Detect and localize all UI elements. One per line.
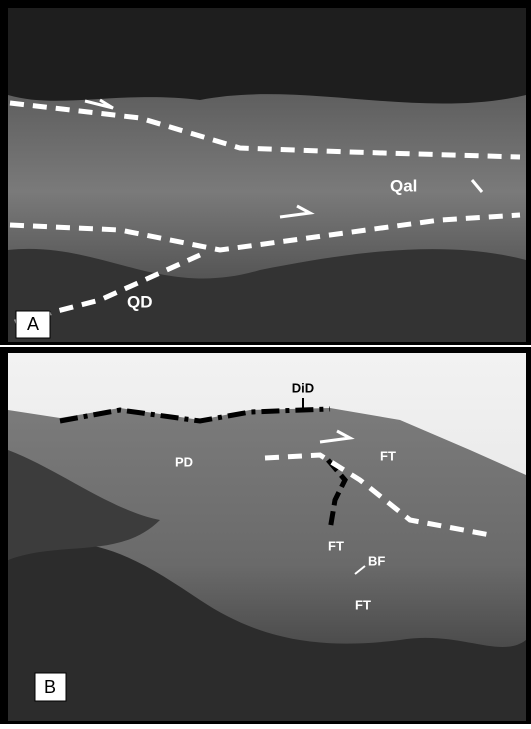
- unit-label: BF: [368, 553, 385, 568]
- unit-label: DiD: [292, 380, 314, 395]
- panel-label: B: [44, 677, 56, 697]
- figure: Qal QD A DiD PD FT FT BF FT B: [0, 0, 531, 724]
- unit-label: PD: [175, 454, 193, 469]
- unit-label: FT: [328, 538, 344, 553]
- panel-label: A: [27, 314, 39, 334]
- unit-label: FT: [380, 448, 396, 463]
- tree-line: [8, 8, 526, 104]
- unit-label: Qal: [390, 176, 417, 195]
- panel-b: DiD PD FT FT BF FT B: [0, 347, 531, 724]
- unit-label: FT: [355, 597, 371, 612]
- panel-a: Qal QD A: [0, 0, 531, 345]
- unit-label: QD: [127, 292, 153, 311]
